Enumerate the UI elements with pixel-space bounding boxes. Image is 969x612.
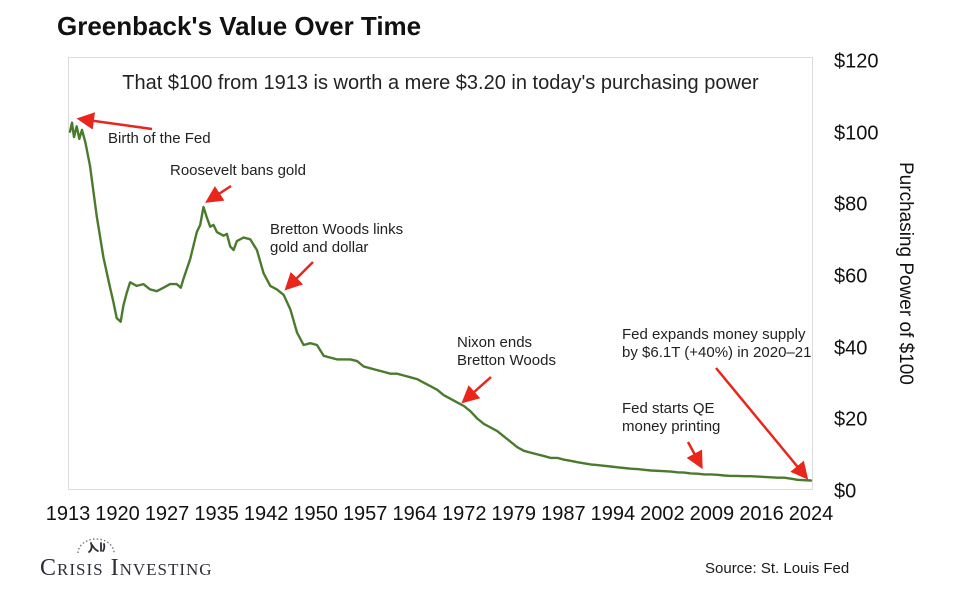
x-tick-1942: 1942 xyxy=(243,503,289,525)
y-tick-60: $60 xyxy=(834,265,868,288)
x-tick-1994: 1994 xyxy=(590,503,636,525)
x-tick-1950: 1950 xyxy=(293,503,338,525)
y-tick-0: $0 xyxy=(834,480,857,503)
x-tick-1920: 1920 xyxy=(95,503,140,525)
y-axis-title: Purchasing Power of $100 xyxy=(895,162,916,385)
annotation-birth-of-the-fed: Birth of the Fed xyxy=(108,130,211,147)
annotation-fed-starts-qe: Fed starts QE money printing xyxy=(622,400,721,435)
crisis-investing-seal-icon xyxy=(77,538,115,554)
y-tick-20: $20 xyxy=(834,408,868,431)
source-note: Source: St. Louis Fed xyxy=(705,560,850,577)
x-tick-1987: 1987 xyxy=(541,503,586,525)
x-tick-1964: 1964 xyxy=(392,503,437,525)
x-tick-1935: 1935 xyxy=(194,503,239,525)
annotation-fed-expands-money-supply: Fed expands money supply by $6.1T (+40%)… xyxy=(622,326,812,361)
x-tick-2024: 2024 xyxy=(788,503,834,525)
annotation-nixon-ends-bretton-woods: Nixon ends Bretton Woods xyxy=(457,334,556,369)
crisis-investing-wordmark: Crisis Investing xyxy=(40,555,213,581)
x-tick-2009: 2009 xyxy=(689,503,735,525)
x-tick-1972: 1972 xyxy=(442,503,487,525)
x-tick-1927: 1927 xyxy=(144,503,190,525)
y-tick-100: $100 xyxy=(834,122,879,144)
x-tick-2002: 2002 xyxy=(640,503,685,525)
x-tick-2016: 2016 xyxy=(739,503,784,525)
y-tick-120: $120 xyxy=(834,50,879,73)
x-tick-1913: 1913 xyxy=(45,503,91,525)
chart-subtitle: That $100 from 1913 is worth a mere $3.2… xyxy=(122,72,759,94)
page-title: Greenback's Value Over Time xyxy=(57,11,422,41)
annotation-bretton-woods: Bretton Woods links gold and dollar xyxy=(270,221,404,256)
y-tick-80: $80 xyxy=(834,193,868,216)
annotation-roosevelt-bans-gold: Roosevelt bans gold xyxy=(170,162,306,179)
y-tick-40: $40 xyxy=(834,337,868,360)
x-tick-1979: 1979 xyxy=(491,503,537,525)
x-tick-1957: 1957 xyxy=(342,503,388,525)
